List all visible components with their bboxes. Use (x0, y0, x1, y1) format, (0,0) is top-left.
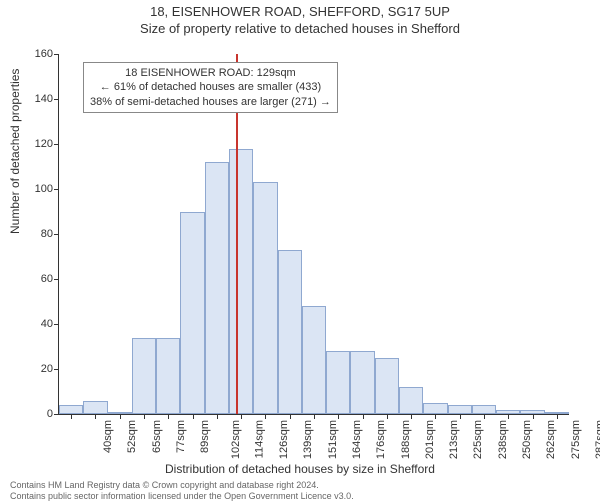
y-tick-label: 0 (19, 408, 53, 420)
histogram-bar (423, 403, 447, 414)
x-axis-label: Distribution of detached houses by size … (0, 462, 600, 476)
chart-title: 18, EISENHOWER ROAD, SHEFFORD, SG17 5UP (0, 4, 600, 19)
x-tick-label: 250sqm (521, 420, 533, 459)
histogram-bar (59, 405, 83, 414)
x-tick-label: 201sqm (424, 420, 436, 459)
x-tick-mark (168, 414, 169, 419)
histogram-bar (302, 306, 326, 414)
x-tick-mark (363, 414, 364, 419)
x-tick-mark (314, 414, 315, 419)
footer-line1: Contains HM Land Registry data © Crown c… (10, 480, 354, 491)
y-tick-mark (54, 279, 59, 280)
x-tick-mark (217, 414, 218, 419)
y-tick-label: 60 (19, 273, 53, 285)
x-tick-label: 164sqm (351, 420, 363, 459)
x-tick-mark (338, 414, 339, 419)
annotation-line3: 38% of semi-detached houses are larger (… (90, 95, 331, 109)
x-tick-label: 102sqm (230, 420, 242, 459)
x-tick-mark (241, 414, 242, 419)
chart-subtitle: Size of property relative to detached ho… (0, 21, 600, 36)
x-tick-mark (411, 414, 412, 419)
x-tick-label: 114sqm (253, 420, 265, 458)
y-tick-label: 120 (19, 138, 53, 150)
x-tick-label: 225sqm (473, 420, 485, 459)
x-tick-mark (460, 414, 461, 419)
x-tick-label: 188sqm (400, 420, 412, 459)
y-tick-label: 80 (19, 228, 53, 240)
x-tick-label: 275sqm (570, 420, 582, 459)
y-tick-mark (54, 369, 59, 370)
x-tick-mark (557, 414, 558, 419)
x-tick-label: 238sqm (497, 420, 509, 459)
x-tick-mark (120, 414, 121, 419)
y-tick-mark (54, 234, 59, 235)
x-tick-label: 40sqm (102, 420, 114, 453)
x-tick-label: 52sqm (126, 420, 138, 453)
histogram-bar (350, 351, 374, 414)
x-tick-mark (533, 414, 534, 419)
histogram-bar (326, 351, 350, 414)
y-tick-label: 140 (19, 93, 53, 105)
histogram-bar (448, 405, 472, 414)
histogram-bar (253, 182, 277, 414)
x-tick-mark (71, 414, 72, 419)
histogram-bar (375, 358, 399, 414)
y-tick-label: 20 (19, 363, 53, 375)
footer-attribution: Contains HM Land Registry data © Crown c… (10, 480, 354, 502)
x-tick-mark (265, 414, 266, 419)
x-tick-mark (95, 414, 96, 419)
x-tick-mark (290, 414, 291, 419)
y-tick-label: 100 (19, 183, 53, 195)
x-tick-mark (387, 414, 388, 419)
histogram-bar (278, 250, 302, 414)
x-tick-label: 213sqm (448, 420, 460, 459)
annotation-box: 18 EISENHOWER ROAD: 129sqm← 61% of detac… (83, 62, 338, 113)
y-tick-mark (54, 414, 59, 415)
x-tick-mark (484, 414, 485, 419)
y-tick-label: 40 (19, 318, 53, 330)
x-tick-label: 139sqm (303, 420, 315, 459)
y-tick-mark (54, 189, 59, 190)
histogram-bar (229, 149, 253, 415)
x-tick-label: 77sqm (175, 420, 187, 453)
histogram-bar (180, 212, 204, 415)
x-tick-mark (193, 414, 194, 419)
x-tick-mark (508, 414, 509, 419)
histogram-bar (399, 387, 423, 414)
y-tick-mark (54, 99, 59, 100)
annotation-line2: ← 61% of detached houses are smaller (43… (90, 80, 331, 94)
y-tick-label: 160 (19, 48, 53, 60)
x-tick-mark (435, 414, 436, 419)
histogram-bar (472, 405, 496, 414)
histogram-bar (83, 401, 107, 415)
x-tick-label: 126sqm (278, 420, 290, 459)
x-tick-label: 287sqm (594, 420, 600, 459)
y-tick-mark (54, 324, 59, 325)
x-tick-label: 262sqm (545, 420, 557, 459)
annotation-line1: 18 EISENHOWER ROAD: 129sqm (90, 66, 331, 80)
footer-line2: Contains public sector information licen… (10, 491, 354, 502)
x-tick-mark (144, 414, 145, 419)
x-tick-label: 89sqm (199, 420, 211, 453)
x-tick-label: 151sqm (327, 420, 339, 459)
histogram-bar (132, 338, 156, 415)
x-tick-label: 65sqm (151, 420, 163, 453)
chart-plot-area: 02040608010012014016040sqm52sqm65sqm77sq… (58, 54, 569, 415)
y-tick-mark (54, 144, 59, 145)
histogram-bar (156, 338, 180, 415)
y-tick-mark (54, 54, 59, 55)
x-tick-label: 176sqm (375, 420, 387, 459)
histogram-bar (205, 162, 229, 414)
